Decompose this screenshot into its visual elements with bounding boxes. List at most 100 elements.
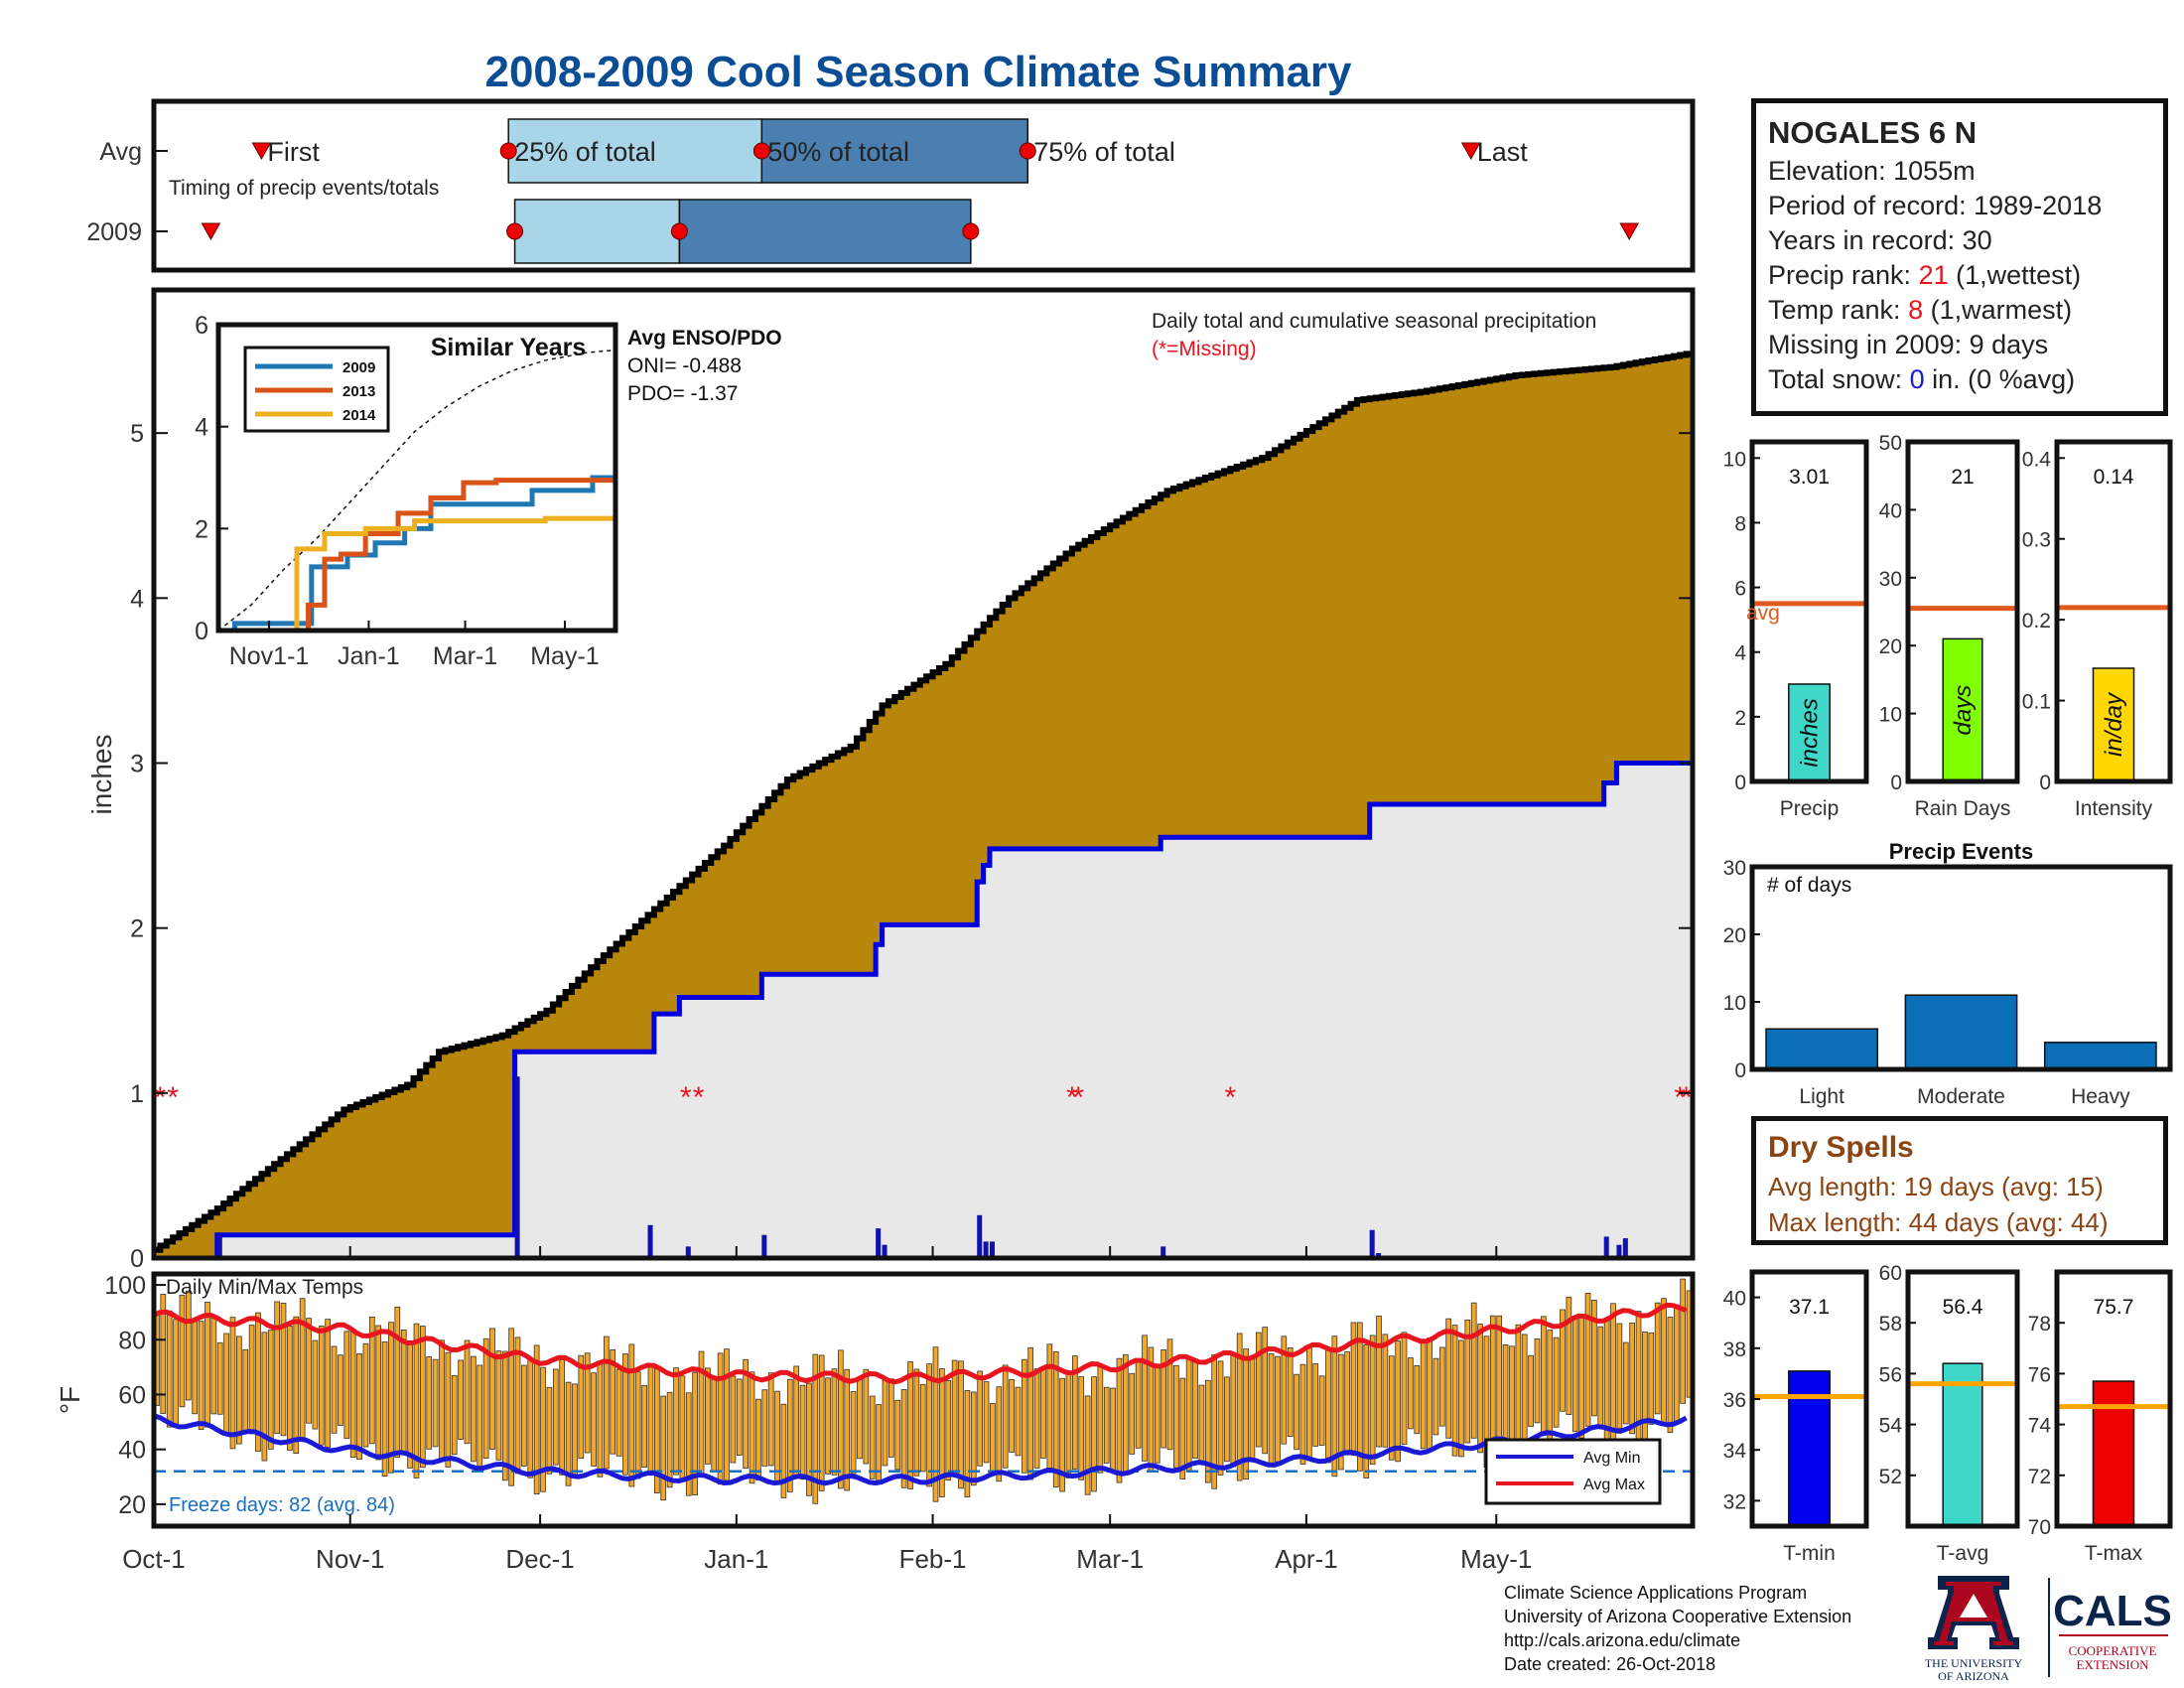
tavg_small-y-tick-label: 52 xyxy=(1879,1466,1902,1488)
daily-temp-bar xyxy=(349,1331,356,1459)
university-of-arizona-logo: THE UNIVERSITY OF ARIZONA xyxy=(1925,1576,2023,1683)
intensity_small-unit-label: in/day xyxy=(2101,691,2127,757)
inset-series-2014 xyxy=(218,515,614,633)
avg-cumulative-line xyxy=(154,351,1693,1253)
daily-temp-bar xyxy=(1496,1315,1503,1445)
dry-spells-title: Dry Spells xyxy=(1768,1131,1914,1164)
daily-temp-bar xyxy=(1369,1335,1376,1466)
temp-title: Daily Min/Max Temps xyxy=(166,1276,363,1299)
raindays_small-category: Rain Days xyxy=(1915,797,2011,820)
temp-rank-value: 8 xyxy=(1908,295,1924,325)
temperature-summary-panels: 32 34 36 38 40 37.1 T-min 52 54 56 58 60 56.4 T-avg 70… xyxy=(1723,1262,2173,1565)
daily-temp-bar xyxy=(844,1368,851,1491)
daily-temp-bar xyxy=(1078,1376,1085,1480)
daily-temp-bar xyxy=(964,1390,971,1498)
daily-temp-bar xyxy=(407,1341,413,1469)
daily-temp-bar xyxy=(1294,1373,1299,1451)
station-years: Years in record: 30 xyxy=(1768,225,1992,255)
temp-y-tick-label: 60 xyxy=(118,1381,146,1409)
tmax_small-y-tick-label: 74 xyxy=(2028,1415,2052,1438)
inset-frame xyxy=(215,322,618,633)
timing-last-marker xyxy=(1619,222,1640,241)
daily-temp-bar xyxy=(501,1350,508,1481)
page-title: 2008-2009 Cool Season Climate Summary xyxy=(484,48,1352,96)
daily-temp-bar xyxy=(1224,1376,1230,1463)
events-category-label: Moderate xyxy=(1917,1085,2005,1108)
daily-temp-bar xyxy=(1299,1363,1306,1465)
daily-temp-bar xyxy=(1173,1364,1179,1469)
month-tick-label: Jan-1 xyxy=(704,1544,768,1574)
total-snow: Total snow: 0 in. (0 %avg) xyxy=(1768,362,2163,397)
daily-temp-bar xyxy=(1388,1355,1395,1461)
timing-p50-marker xyxy=(670,222,688,240)
daily-temp-bar xyxy=(527,1358,534,1478)
daily-temp-bar xyxy=(1179,1377,1186,1479)
missing-marker: * xyxy=(1072,1081,1084,1114)
precip_small-unit-label: inches xyxy=(1797,698,1824,767)
daily-temp-bar xyxy=(1211,1353,1218,1489)
daily-temp-bar xyxy=(673,1367,679,1476)
temp-legend-label-min: Avg Min xyxy=(1583,1450,1641,1467)
daily-temp-bar xyxy=(325,1319,332,1448)
temp-rank-label: Temp rank: xyxy=(1768,295,1909,325)
daily-temp-bar xyxy=(628,1343,635,1487)
daily-temp-bar xyxy=(1541,1316,1547,1436)
daily-temp-bar xyxy=(1262,1327,1269,1455)
daily-temp-bar xyxy=(1578,1317,1584,1439)
precip-rank-label: Precip rank: xyxy=(1768,260,1919,290)
daily-temp-bar xyxy=(1306,1345,1312,1462)
missing-days: Missing in 2009: 9 days xyxy=(1768,330,2049,359)
daily-temp-bar xyxy=(381,1340,388,1477)
daily-temp-bar xyxy=(806,1382,812,1496)
inset-y-tick-label: 4 xyxy=(195,414,208,442)
daily-temp-bar xyxy=(274,1301,280,1435)
daily-temp-bar xyxy=(1217,1360,1224,1476)
tavg_small-y-tick-label: 56 xyxy=(1879,1363,1902,1386)
tavg_small-frame xyxy=(1905,1269,2020,1529)
daily-temp-bar xyxy=(1275,1355,1281,1463)
precip_small-value-label: 3.01 xyxy=(1789,466,1830,489)
month-tick-label: Dec-1 xyxy=(505,1544,574,1574)
tavg_small-y-tick-label: 58 xyxy=(1879,1313,1902,1336)
tavg_small-value-label: 56.4 xyxy=(1943,1296,1983,1319)
daily-temp-bar xyxy=(1046,1343,1053,1469)
cals-logo-text: CALS xyxy=(2053,1587,2172,1635)
missing-marker: * xyxy=(167,1081,179,1114)
daily-temp-bar xyxy=(812,1353,819,1504)
daily-temp-bar xyxy=(338,1354,343,1426)
tmin_small-y-tick-label: 32 xyxy=(1723,1490,1746,1513)
daily-temp-bar xyxy=(1312,1362,1319,1447)
daily-temp-bar xyxy=(1243,1348,1249,1480)
similar-years-inset: 0 2 4 6 Nov1-1 Jan-1 Mar-1 May-1 Similar Years 20… xyxy=(195,312,782,670)
daily-precip-bar xyxy=(1160,1246,1166,1258)
daily-temp-bar xyxy=(907,1361,913,1489)
daily-temp-bar xyxy=(996,1386,1003,1482)
daily-temp-bar xyxy=(482,1337,489,1460)
ua-logo-line-1: THE UNIVERSITY xyxy=(1925,1656,2023,1670)
obs-cumulative-area xyxy=(154,763,1693,1258)
daily-temp-bar xyxy=(1420,1339,1427,1450)
daily-temp-bar xyxy=(717,1352,724,1485)
daily-temp-bar xyxy=(1597,1326,1604,1426)
cals-logo-line-1: COOPERATIVE xyxy=(2069,1643,2157,1658)
daily-temp-bar xyxy=(1584,1293,1591,1427)
daily-temp-bar xyxy=(1445,1318,1452,1439)
daily-temp-bar xyxy=(1629,1323,1635,1435)
daily-temp-bar xyxy=(1470,1302,1477,1439)
footer-line-4: Date created: 26-Oct-2018 xyxy=(1504,1654,1716,1674)
daily-temp-bar xyxy=(192,1318,199,1415)
inset-y-tick-label: 0 xyxy=(195,618,208,645)
daily-temp-bar xyxy=(1560,1309,1566,1412)
daily-temp-bar xyxy=(1654,1302,1661,1415)
snow-label: Total snow: xyxy=(1768,364,1910,394)
inset-legend-label-2009: 2009 xyxy=(342,359,375,376)
precip-events-panel: Light Moderate Heavy 0 10 20 30 Precip Events # … xyxy=(1723,839,2173,1108)
inset-series-2013 xyxy=(218,478,614,633)
missing-marker: * xyxy=(693,1081,705,1114)
intensity_small-category: Intensity xyxy=(2075,797,2153,820)
daily-temp-bar xyxy=(1160,1349,1166,1449)
daily-temp-bar xyxy=(458,1359,464,1441)
inset-x-tick-label: Mar-1 xyxy=(433,642,497,670)
intensity_small-y-tick-label: 0.1 xyxy=(2022,691,2051,714)
inset-y-tick-label: 2 xyxy=(195,515,208,543)
